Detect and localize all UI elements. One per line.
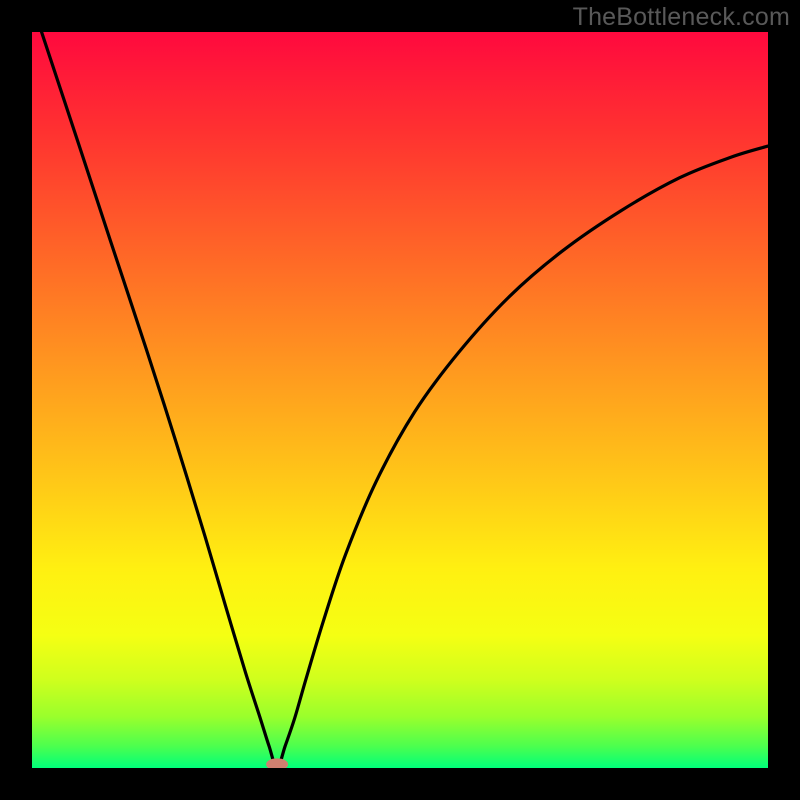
gradient-plot-area (32, 32, 768, 768)
chart-container: TheBottleneck.com (0, 0, 800, 800)
chart-svg (0, 0, 800, 800)
